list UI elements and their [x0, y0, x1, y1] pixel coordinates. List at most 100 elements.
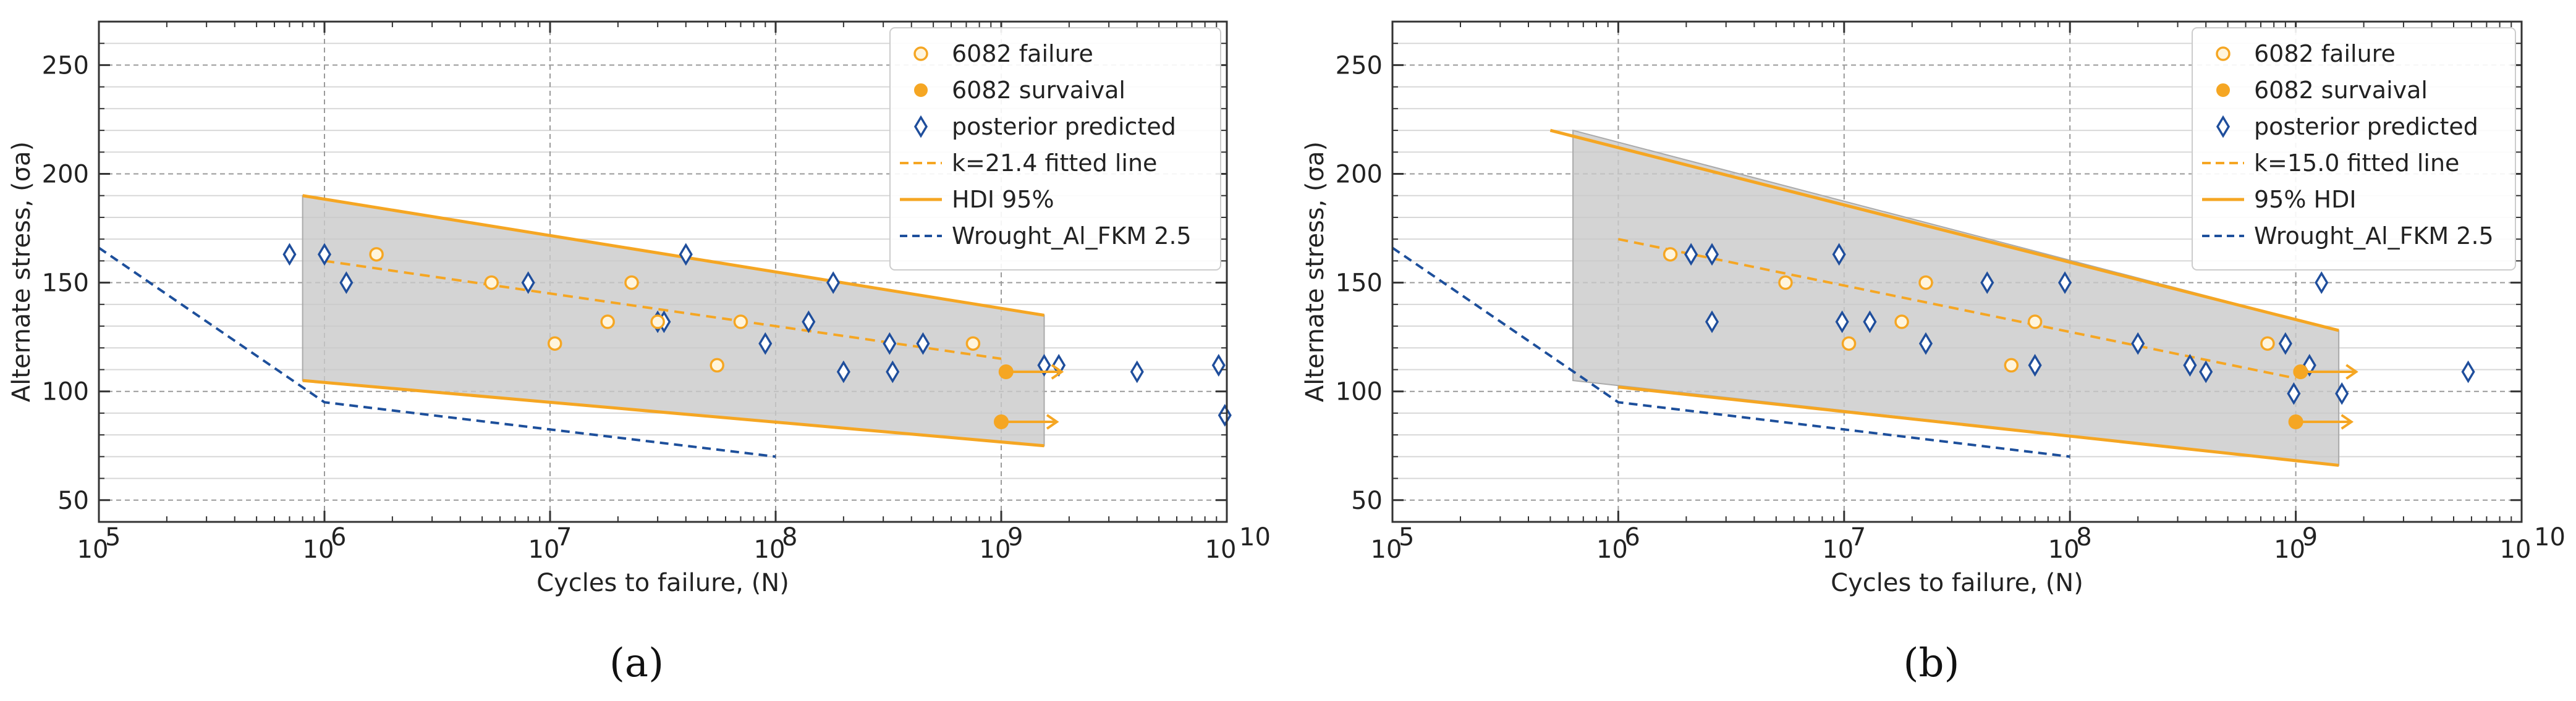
legend-label: 95% HDI [2254, 186, 2357, 213]
posterior-point [2199, 360, 2213, 384]
legend-label: 6082 failure [952, 40, 1093, 67]
failure-point [650, 314, 665, 329]
survival-point [998, 364, 1014, 379]
failure-point [1663, 247, 1678, 262]
legend-failure-marker [913, 46, 928, 61]
posterior-point [1918, 332, 1933, 355]
x-tick-label: 10 [1205, 535, 1237, 564]
posterior-point [802, 310, 816, 334]
x-tick-exponent: 8 [2076, 523, 2091, 552]
hdi-upper-line [302, 194, 1044, 317]
survival-arrowhead [1046, 414, 1059, 430]
x-axis-label: Cycles to failure, (N) [1831, 569, 2083, 597]
posterior-point [679, 243, 693, 266]
failure-point [2027, 314, 2043, 329]
posterior-point [2287, 382, 2301, 405]
x-tick-label: 10 [528, 535, 560, 564]
y-axis-label: Alternate stress, (σa) [7, 141, 36, 402]
y-tick-label: 250 [42, 51, 89, 80]
x-tick-label: 10 [754, 535, 786, 564]
x-tick-label: 10 [303, 535, 334, 564]
legend-posterior-marker [2216, 115, 2231, 138]
posterior-point [2131, 332, 2145, 355]
y-tick-label: 250 [1336, 51, 1383, 80]
legend: 6082 failure 6082 survaival posterior pred… [889, 27, 1221, 271]
posterior-point [1863, 310, 1877, 334]
legend-label: k=15.0 fitted line [2254, 149, 2459, 177]
legend-posterior-marker [913, 115, 928, 138]
posterior-point [836, 360, 850, 384]
survival-point [994, 414, 1009, 429]
failure-point [965, 336, 981, 351]
failure-point [1918, 275, 1933, 290]
posterior-point [1130, 360, 1144, 384]
y-tick-label: 150 [1336, 269, 1383, 298]
hdi-lower-line [1618, 385, 2339, 467]
legend-label: posterior predicted [952, 113, 1176, 140]
legend-label: Wrought_Al_FKM 2.5 [2254, 222, 2494, 250]
x-tick-exponent: 7 [1850, 523, 1866, 552]
posterior-point [2315, 271, 2329, 295]
posterior-point [1705, 310, 1719, 334]
x-tick-exponent: 10 [2534, 523, 2565, 552]
legend-label: Wrought_Al_FKM 2.5 [952, 222, 1192, 250]
legend-label: HDI 95% [952, 186, 1054, 213]
posterior-point [521, 271, 535, 295]
failure-point [1778, 275, 1793, 290]
survival-arrowhead [2345, 364, 2358, 380]
hdi-upper-line [1549, 128, 2339, 332]
x-tick-exponent: 7 [556, 523, 572, 552]
panel-caption: (b) [1904, 640, 1960, 686]
posterior-point [2278, 332, 2292, 355]
posterior-point [1705, 243, 1719, 266]
x-tick-label: 10 [1822, 535, 1854, 564]
legend-label: k=21.4 fitted line [952, 149, 1157, 177]
y-tick-label: 200 [42, 161, 89, 189]
failure-point [369, 247, 384, 262]
fkm-line [98, 246, 776, 458]
posterior-point [317, 243, 332, 266]
posterior-point [2183, 354, 2197, 377]
x-tick-label: 10 [1371, 535, 1402, 564]
survival-arrowhead [1051, 364, 1064, 380]
survival-point [2293, 364, 2308, 379]
legend: 6082 failure 6082 survaival posterior pred… [2192, 27, 2516, 271]
y-tick-label: 50 [57, 487, 89, 515]
posterior-point [1211, 354, 1226, 377]
posterior-point [886, 360, 900, 384]
hdi-lower-line [302, 379, 1044, 448]
x-tick-label: 10 [2500, 535, 2532, 564]
x-tick-exponent: 9 [1007, 523, 1023, 552]
survival-arrowhead [2341, 414, 2354, 430]
plot-frame [98, 20, 1228, 523]
x-axis-label: Cycles to failure, (N) [536, 569, 789, 597]
failure-point [624, 275, 639, 290]
x-tick-exponent: 6 [1624, 523, 1640, 552]
y-tick-label: 100 [1336, 378, 1383, 406]
legend-survival-marker [2216, 83, 2230, 97]
posterior-point [2461, 360, 2475, 384]
failure-point [733, 314, 748, 329]
failure-point [547, 336, 562, 351]
y-axis-label: Alternate stress, (σa) [1301, 141, 1329, 402]
legend-box [889, 27, 1221, 271]
posterior-point [2058, 271, 2072, 295]
posterior-point [1835, 310, 1849, 334]
x-tick-exponent: 5 [1399, 523, 1414, 552]
posterior-point [2335, 382, 2349, 405]
posterior-point [1684, 243, 1698, 266]
legend-label: 6082 survaival [952, 77, 1125, 104]
legend-label: 6082 survaival [2254, 77, 2428, 104]
y-tick-label: 150 [42, 269, 89, 298]
legend-label: 6082 failure [2254, 40, 2396, 67]
failure-point [2260, 336, 2275, 351]
posterior-point [826, 271, 841, 295]
x-tick-exponent: 9 [2302, 523, 2318, 552]
failure-point [600, 314, 615, 329]
posterior-point [883, 332, 897, 355]
y-tick-label: 50 [1351, 487, 1383, 515]
panel-caption: (a) [609, 640, 664, 686]
x-tick-label: 10 [2048, 535, 2080, 564]
